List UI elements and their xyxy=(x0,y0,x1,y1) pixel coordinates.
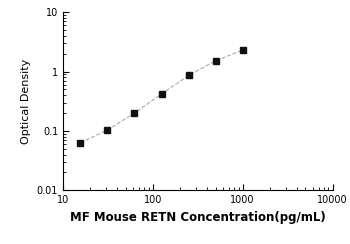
X-axis label: MF Mouse RETN Concentration(pg/mL): MF Mouse RETN Concentration(pg/mL) xyxy=(70,211,326,224)
Y-axis label: Optical Density: Optical Density xyxy=(21,59,31,144)
